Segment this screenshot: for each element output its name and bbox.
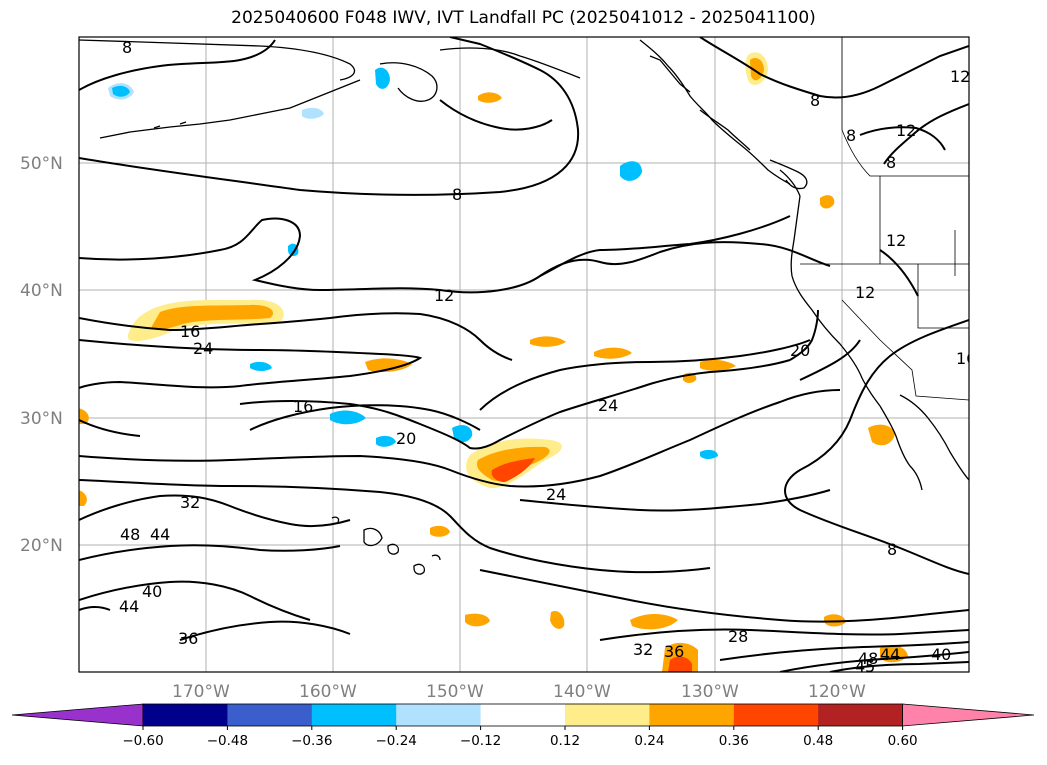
contour-label: 24 [193,339,213,358]
contour-label: 40 [931,645,951,664]
contour-label: 40 [142,582,162,601]
colorbar-segment [733,704,819,726]
contour-label: 24 [598,396,618,415]
contour-label: 16 [180,322,200,341]
map-title: 2025040600 F048 IWV, IVT Landfall PC (20… [231,8,816,28]
colorbar-tick-label: −0.36 [291,733,332,749]
contour-label: 20 [396,429,416,448]
colorbar-tick-label: −0.60 [122,733,163,749]
colorbar-tick-label: 0.48 [803,733,833,749]
longitude-labels: 170°W 160°W 150°W 140°W 130°W 120°W [172,682,866,702]
shaded-patches [79,52,908,672]
contour-label: 28 [728,627,748,646]
lat-label: 40°N [20,281,63,301]
contour-label: 12 [434,286,454,305]
contour-label: 16 [293,397,313,416]
map-background [79,37,969,672]
contour-label: 12 [886,231,906,250]
colorbar: −0.60 −0.48 −0.36 −0.24 −0.12 0.12 0.24 0.36 0.4… [11,703,1035,749]
contour-label: 8 [452,185,462,204]
contour-label: 24 [546,485,566,504]
lon-label: 130°W [681,682,739,702]
contour-label: 36 [178,629,198,648]
contour-label: 8 [887,540,897,559]
colorbar-tick-label: −0.48 [207,733,248,749]
colorbar-segment [311,704,397,726]
colorbar-segment [396,704,482,726]
lon-label: 170°W [172,682,230,702]
contour-label: 32 [633,640,653,659]
contour-label: 8 [810,91,820,110]
contour-label: 44 [150,525,170,544]
colorbar-tick-label: −0.24 [376,733,417,749]
latitude-labels: 50°N 40°N 30°N 20°N [20,154,63,556]
contour-label: 32 [180,493,200,512]
lon-label: 140°W [553,682,611,702]
colorbar-tick-label: 0.24 [634,733,664,749]
contour-label: 36 [664,642,684,661]
colorbar-segment [649,704,735,726]
contour-label: 16 [956,349,976,368]
contour-label: 48 [120,525,140,544]
lat-label: 20°N [20,536,63,556]
contour-labels: 8 8 8 8 8 8 12 12 12 12 12 16 16 20 20 2… [119,38,976,676]
contour-label: 45 [855,657,875,676]
colorbar-extend-high [902,703,1035,727]
contour-label: 8 [886,153,896,172]
colorbar-segment [818,704,904,726]
colorbar-outline [142,703,903,727]
contour-label: 44 [119,597,139,616]
contour-label: 20 [790,341,810,360]
coastlines [79,39,969,575]
lat-label: 30°N [20,409,63,429]
contour-label: 12 [855,283,875,302]
lon-label: 120°W [808,682,866,702]
lon-label: 160°W [299,682,357,702]
colorbar-segment [480,704,566,726]
political-borders [800,37,969,401]
map-frame [78,36,970,673]
colorbar-tick-label: 0.12 [550,733,580,749]
colorbar-tick-label: 0.36 [719,733,749,749]
colorbar-tick-label: −0.12 [460,733,501,749]
lon-label: 150°W [426,682,484,702]
colorbar-segment [143,704,228,726]
contour-label: 12 [950,67,970,86]
lat-label: 50°N [20,154,63,174]
contour-label: 44 [880,645,900,664]
colorbar-tick-label: 0.60 [888,733,918,749]
contour-label: 8 [122,38,132,57]
colorbar-segment [565,704,650,726]
contour-label: 8 [846,126,856,145]
contour-label: 12 [896,121,916,140]
colorbar-extend-low [11,703,144,727]
contour-label: 48 [858,649,878,668]
colorbar-segment [227,704,313,726]
graticule [79,37,969,672]
iwv-contours [79,37,969,672]
